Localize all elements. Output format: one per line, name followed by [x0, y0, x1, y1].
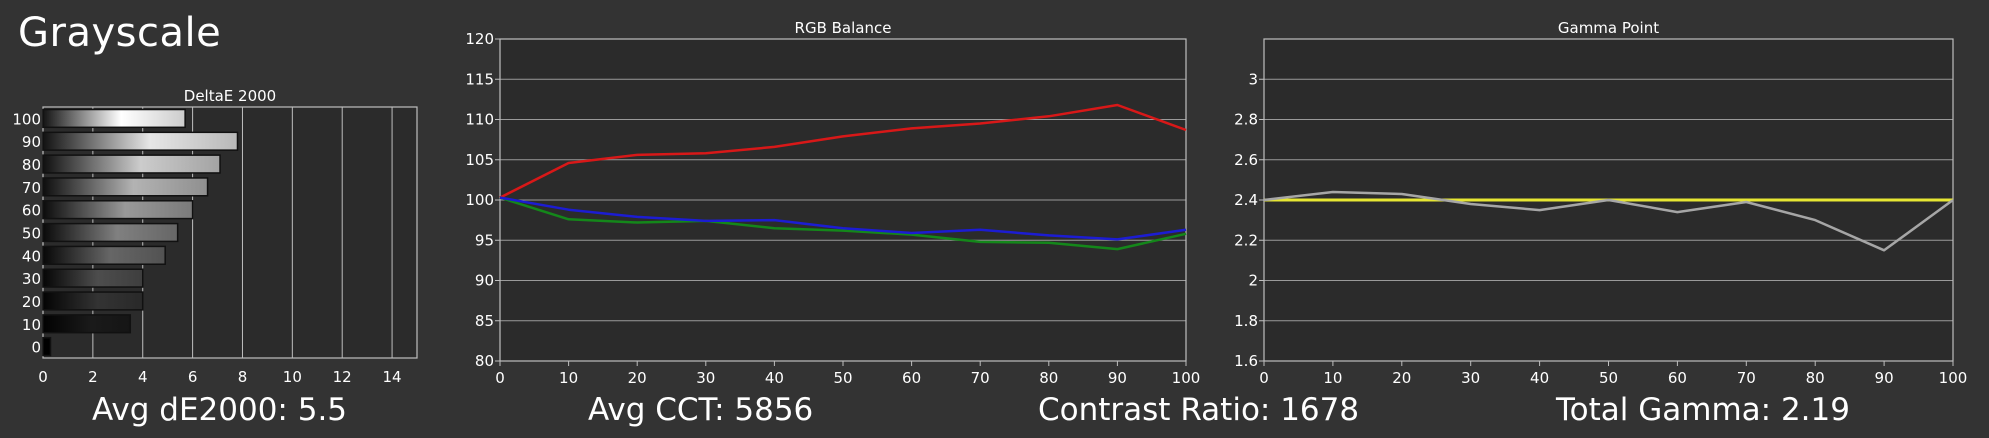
gamma-x-tick-label: 70 — [1737, 369, 1756, 387]
rgb-y-tick-label: 105 — [465, 151, 494, 169]
deltae-y-tick-label: 30 — [22, 270, 41, 288]
rgb-x-tick-label: 100 — [1172, 369, 1201, 387]
deltae-x-tick-label: 6 — [188, 368, 198, 386]
deltae-y-tick-label: 80 — [22, 156, 41, 174]
deltae-bar-90 — [42, 131, 239, 151]
gamma-y-tick-label: 2.8 — [1234, 111, 1258, 129]
rgb-x-tick-label: 70 — [971, 369, 990, 387]
deltae-y-tick-label: 10 — [22, 316, 41, 334]
rgb-y-tick-label: 115 — [465, 70, 494, 88]
deltae-bar-100 — [42, 108, 186, 129]
rgb-x-tick-label: 10 — [559, 369, 578, 387]
deltae-y-tick-label: 40 — [22, 247, 41, 265]
contrast-ratio-stat: Contrast Ratio: 1678 — [1038, 392, 1360, 428]
gamma-title: Gamma Point — [1558, 19, 1659, 37]
gamma-y-tick-label: 1.6 — [1234, 352, 1258, 370]
deltae-x-tick-label: 8 — [238, 368, 248, 386]
page-title: Grayscale — [18, 10, 222, 56]
rgb-y-tick-label: 90 — [475, 272, 494, 290]
gamma-x-tick-label: 50 — [1599, 369, 1618, 387]
gamma-x-tick-label: 30 — [1461, 369, 1480, 387]
deltae-bar-40 — [42, 245, 166, 265]
rgb-y-tick-label: 95 — [475, 231, 494, 249]
rgb-x-tick-label: 80 — [1039, 369, 1058, 387]
gamma-gamma_measured-line — [1263, 190, 1954, 252]
deltae-x-tick-label: 0 — [38, 368, 48, 386]
gamma-y-tick-label: 2.4 — [1234, 191, 1258, 209]
deltae-x-tick-label: 2 — [88, 368, 98, 386]
rgb-red-line — [499, 103, 1187, 199]
deltae-bar-70 — [42, 177, 209, 197]
rgb-y-tick-label: 120 — [465, 30, 494, 48]
deltae-title: DeltaE 2000 — [184, 87, 276, 105]
deltae-y-tick-label: 100 — [12, 110, 41, 128]
deltae-bar-50 — [42, 222, 179, 243]
deltae-y-tick-label: 70 — [22, 179, 41, 197]
deltae-bar-60 — [42, 200, 194, 220]
avg-cct-stat: Avg CCT: 5856 — [588, 392, 814, 428]
deltae-y-tick-label: 20 — [22, 293, 41, 311]
gamma-y-tick-label: 1.8 — [1234, 312, 1258, 330]
total-gamma-stat: Total Gamma: 2.19 — [1556, 392, 1850, 428]
deltae-y-tick-label: 90 — [22, 133, 41, 151]
rgb-x-tick-label: 50 — [833, 369, 852, 387]
deltae-y-tick-label: 50 — [22, 225, 41, 243]
deltae-bar-10 — [42, 314, 132, 334]
deltae-y-tick-label: 60 — [22, 202, 41, 220]
rgb-x-tick-label: 60 — [902, 369, 921, 387]
deltae-x-tick-label: 14 — [383, 368, 402, 386]
rgb-y-tick-label: 100 — [465, 191, 494, 209]
rgb-plot-frame — [499, 38, 1187, 362]
avg-de-stat: Avg dE2000: 5.5 — [92, 392, 348, 428]
rgb-title: RGB Balance — [795, 19, 892, 37]
deltae-y-tick-label: 0 — [31, 339, 41, 357]
rgb-y-tick-label: 80 — [475, 352, 494, 370]
deltae-bar-80 — [42, 154, 221, 174]
gamma-x-tick-label: 90 — [1875, 369, 1894, 387]
gamma-x-tick-label: 10 — [1323, 369, 1342, 387]
gamma-x-tick-label: 40 — [1530, 369, 1549, 387]
gamma-y-tick-label: 2 — [1248, 272, 1258, 290]
gamma-y-tick-label: 2.2 — [1234, 231, 1258, 249]
deltae-bar-30 — [42, 268, 144, 288]
rgb-x-tick-label: 20 — [628, 369, 647, 387]
rgb-y-tick-label: 110 — [465, 111, 494, 129]
deltae-x-tick-label: 12 — [333, 368, 352, 386]
rgb-green-line — [499, 196, 1187, 251]
deltae-x-tick-label: 10 — [283, 368, 302, 386]
gamma-y-tick-label: 3 — [1248, 70, 1258, 88]
deltae-x-tick-label: 4 — [138, 368, 148, 386]
gamma-x-tick-label: 0 — [1259, 369, 1269, 387]
rgb-x-tick-label: 40 — [765, 369, 784, 387]
gamma-x-tick-label: 100 — [1939, 369, 1968, 387]
gamma-x-tick-label: 60 — [1668, 369, 1687, 387]
gamma-x-tick-label: 20 — [1392, 369, 1411, 387]
rgb-y-tick-label: 85 — [475, 312, 494, 330]
deltae-bar-0 — [42, 336, 52, 357]
deltae-bar-20 — [42, 291, 144, 311]
rgb-blue-line — [499, 196, 1187, 241]
gamma-x-tick-label: 80 — [1806, 369, 1825, 387]
gamma-y-tick-label: 2.6 — [1234, 151, 1258, 169]
rgb-x-tick-label: 30 — [696, 369, 715, 387]
rgb-x-tick-label: 90 — [1108, 369, 1127, 387]
rgb-x-tick-label: 0 — [495, 369, 505, 387]
